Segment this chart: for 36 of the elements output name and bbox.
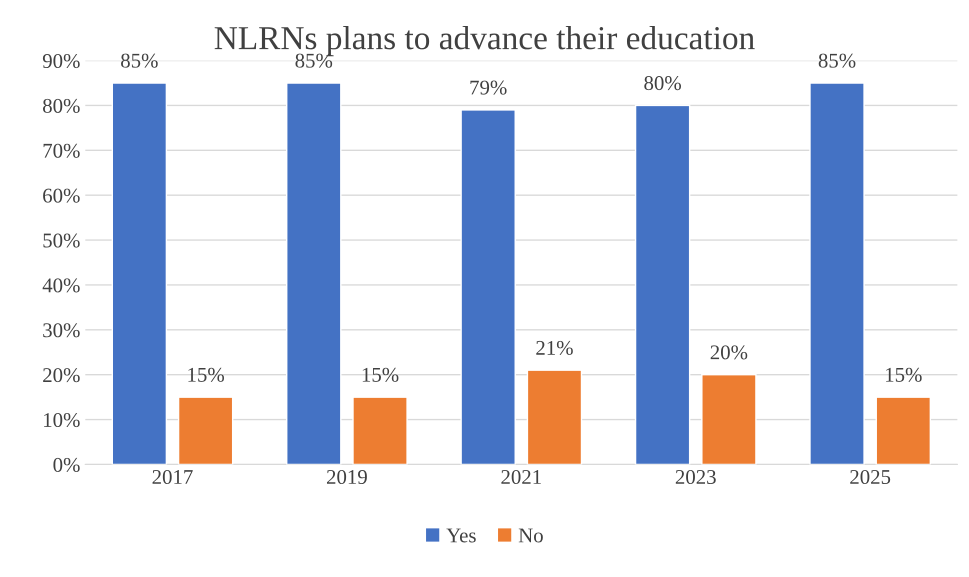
bar — [178, 396, 234, 464]
y-tick-label: 20% — [43, 368, 80, 382]
x-tick-label: 2019 — [326, 470, 367, 484]
x-tick-label: 2025 — [850, 470, 890, 484]
bar — [701, 374, 757, 464]
bar — [876, 396, 932, 464]
data-label: 85% — [818, 54, 856, 68]
bar — [286, 82, 342, 464]
data-label: 15% — [188, 368, 224, 382]
data-label: 85% — [121, 54, 158, 68]
x-tick-label: 2023 — [676, 470, 716, 484]
bar — [634, 104, 690, 464]
y-tick-label: 50% — [43, 233, 80, 248]
x-tick-label: 2021 — [501, 470, 541, 484]
y-tick-label: 30% — [43, 323, 80, 338]
y-tick-label: 60% — [43, 188, 80, 203]
y-tick-label: 0% — [53, 458, 80, 472]
data-label: 79% — [470, 80, 507, 95]
y-tick-label: 80% — [43, 98, 80, 113]
y-tick-label: 90% — [42, 54, 80, 68]
legend-label: No — [518, 528, 543, 542]
legend-label: Yes — [446, 528, 476, 542]
bar — [460, 109, 516, 464]
bar — [112, 82, 168, 464]
y-tick-label: 10% — [44, 412, 80, 428]
data-label: 20% — [710, 345, 748, 360]
x-tick-label: 2017 — [152, 470, 193, 484]
data-label: 15% — [362, 368, 398, 382]
y-tick-label: 40% — [42, 278, 80, 292]
bar — [352, 396, 408, 464]
y-tick-label: 70% — [44, 144, 80, 158]
data-label: 21% — [536, 340, 573, 355]
data-label: 80% — [644, 76, 681, 90]
bar — [809, 82, 865, 464]
data-label: 15% — [886, 368, 922, 382]
bar — [526, 370, 582, 464]
